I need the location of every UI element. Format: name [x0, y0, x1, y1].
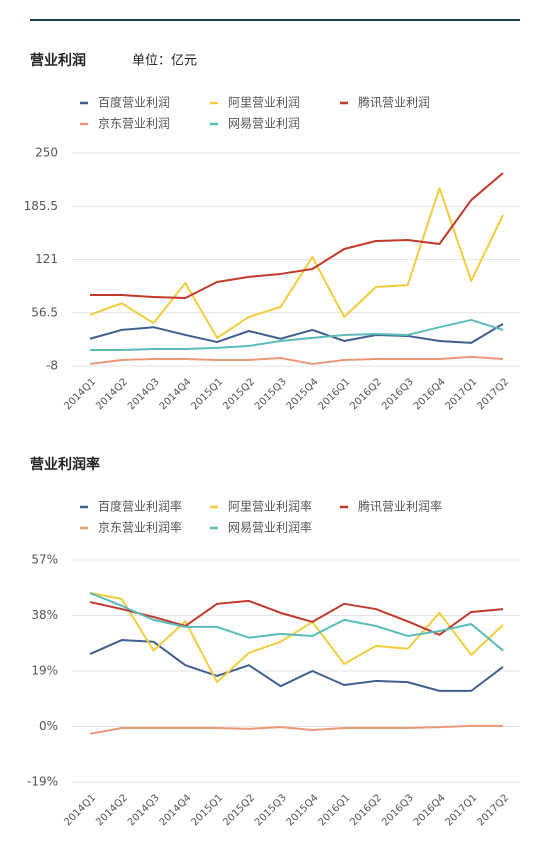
series-line [90, 318, 504, 351]
x-tick-label: 2014Q4 [158, 376, 194, 412]
y-tick-label: -8 [46, 359, 58, 373]
legend-label: 腾讯营业利润率 [358, 499, 442, 514]
x-tick-label: 2014Q1 [62, 792, 98, 828]
x-tick-label: 2016Q4 [412, 376, 448, 412]
x-tick-label: 2016Q2 [348, 792, 384, 828]
series-line [89, 355, 504, 365]
x-tick-label: 2015Q2 [221, 376, 257, 412]
legend-label: 百度营业利润 [98, 95, 170, 110]
y-tick-label: 38% [31, 608, 58, 622]
y-tick-label: 185.5 [24, 199, 58, 213]
x-tick-label: 2016Q3 [380, 376, 416, 412]
legend-label: 网易营业利润率 [228, 520, 312, 535]
series-line [89, 187, 504, 339]
legend-label: 网易营业利润 [228, 117, 300, 131]
y-tick-label: 56.5 [31, 305, 58, 319]
chart-title: 营业利润 [30, 52, 86, 69]
legend-label: 腾讯营业利润 [358, 95, 430, 110]
x-tick-label: 2014Q4 [158, 792, 194, 828]
y-tick-label: -19% [27, 775, 58, 789]
chart-title: 营业利润率 [30, 456, 100, 473]
legend-label: 百度营业利润率 [98, 499, 182, 514]
x-tick-label: 2015Q4 [285, 792, 321, 828]
series-line [89, 592, 504, 652]
series-line [89, 323, 504, 344]
y-tick-label: 121 [35, 252, 58, 266]
x-tick-label: 2014Q3 [126, 792, 162, 828]
x-tick-label: 2015Q3 [253, 376, 289, 412]
x-tick-label: 2017Q2 [475, 376, 511, 412]
y-tick-label: 250 [35, 146, 58, 160]
y-tick-label: 19% [31, 664, 58, 678]
x-tick-label: 2014Q3 [126, 376, 162, 412]
x-tick-label: 2016Q1 [317, 792, 353, 828]
x-tick-label: 2014Q1 [62, 376, 98, 412]
x-tick-label: 2016Q1 [317, 376, 353, 412]
x-tick-label: 2016Q2 [348, 376, 384, 412]
y-tick-label: 0% [39, 719, 58, 733]
x-tick-label: 2015Q2 [221, 792, 257, 828]
x-tick-label: 2015Q1 [189, 792, 225, 828]
legend-label: 阿里营业利润 [228, 96, 300, 110]
unit-label: 单位：亿元 [132, 54, 197, 69]
x-tick-label: 2017Q1 [444, 792, 480, 828]
x-tick-label: 2014Q2 [94, 376, 130, 412]
x-tick-label: 2015Q1 [189, 376, 225, 412]
x-tick-label: 2017Q1 [444, 376, 480, 412]
series-line [89, 592, 504, 684]
legend-label: 京东营业利润 [98, 117, 170, 131]
legend-label: 京东营业利润率 [98, 520, 182, 535]
x-tick-label: 2016Q3 [380, 792, 416, 828]
y-tick-label: 57% [31, 553, 58, 567]
x-tick-label: 2015Q4 [285, 376, 321, 412]
series-line [90, 172, 504, 299]
legend-label: 阿里营业利润率 [228, 499, 312, 514]
x-tick-label: 2016Q4 [412, 792, 448, 828]
series-line [89, 724, 503, 735]
x-tick-label: 2014Q2 [94, 792, 130, 828]
x-tick-label: 2017Q2 [475, 792, 511, 828]
x-tick-label: 2015Q3 [253, 792, 289, 828]
